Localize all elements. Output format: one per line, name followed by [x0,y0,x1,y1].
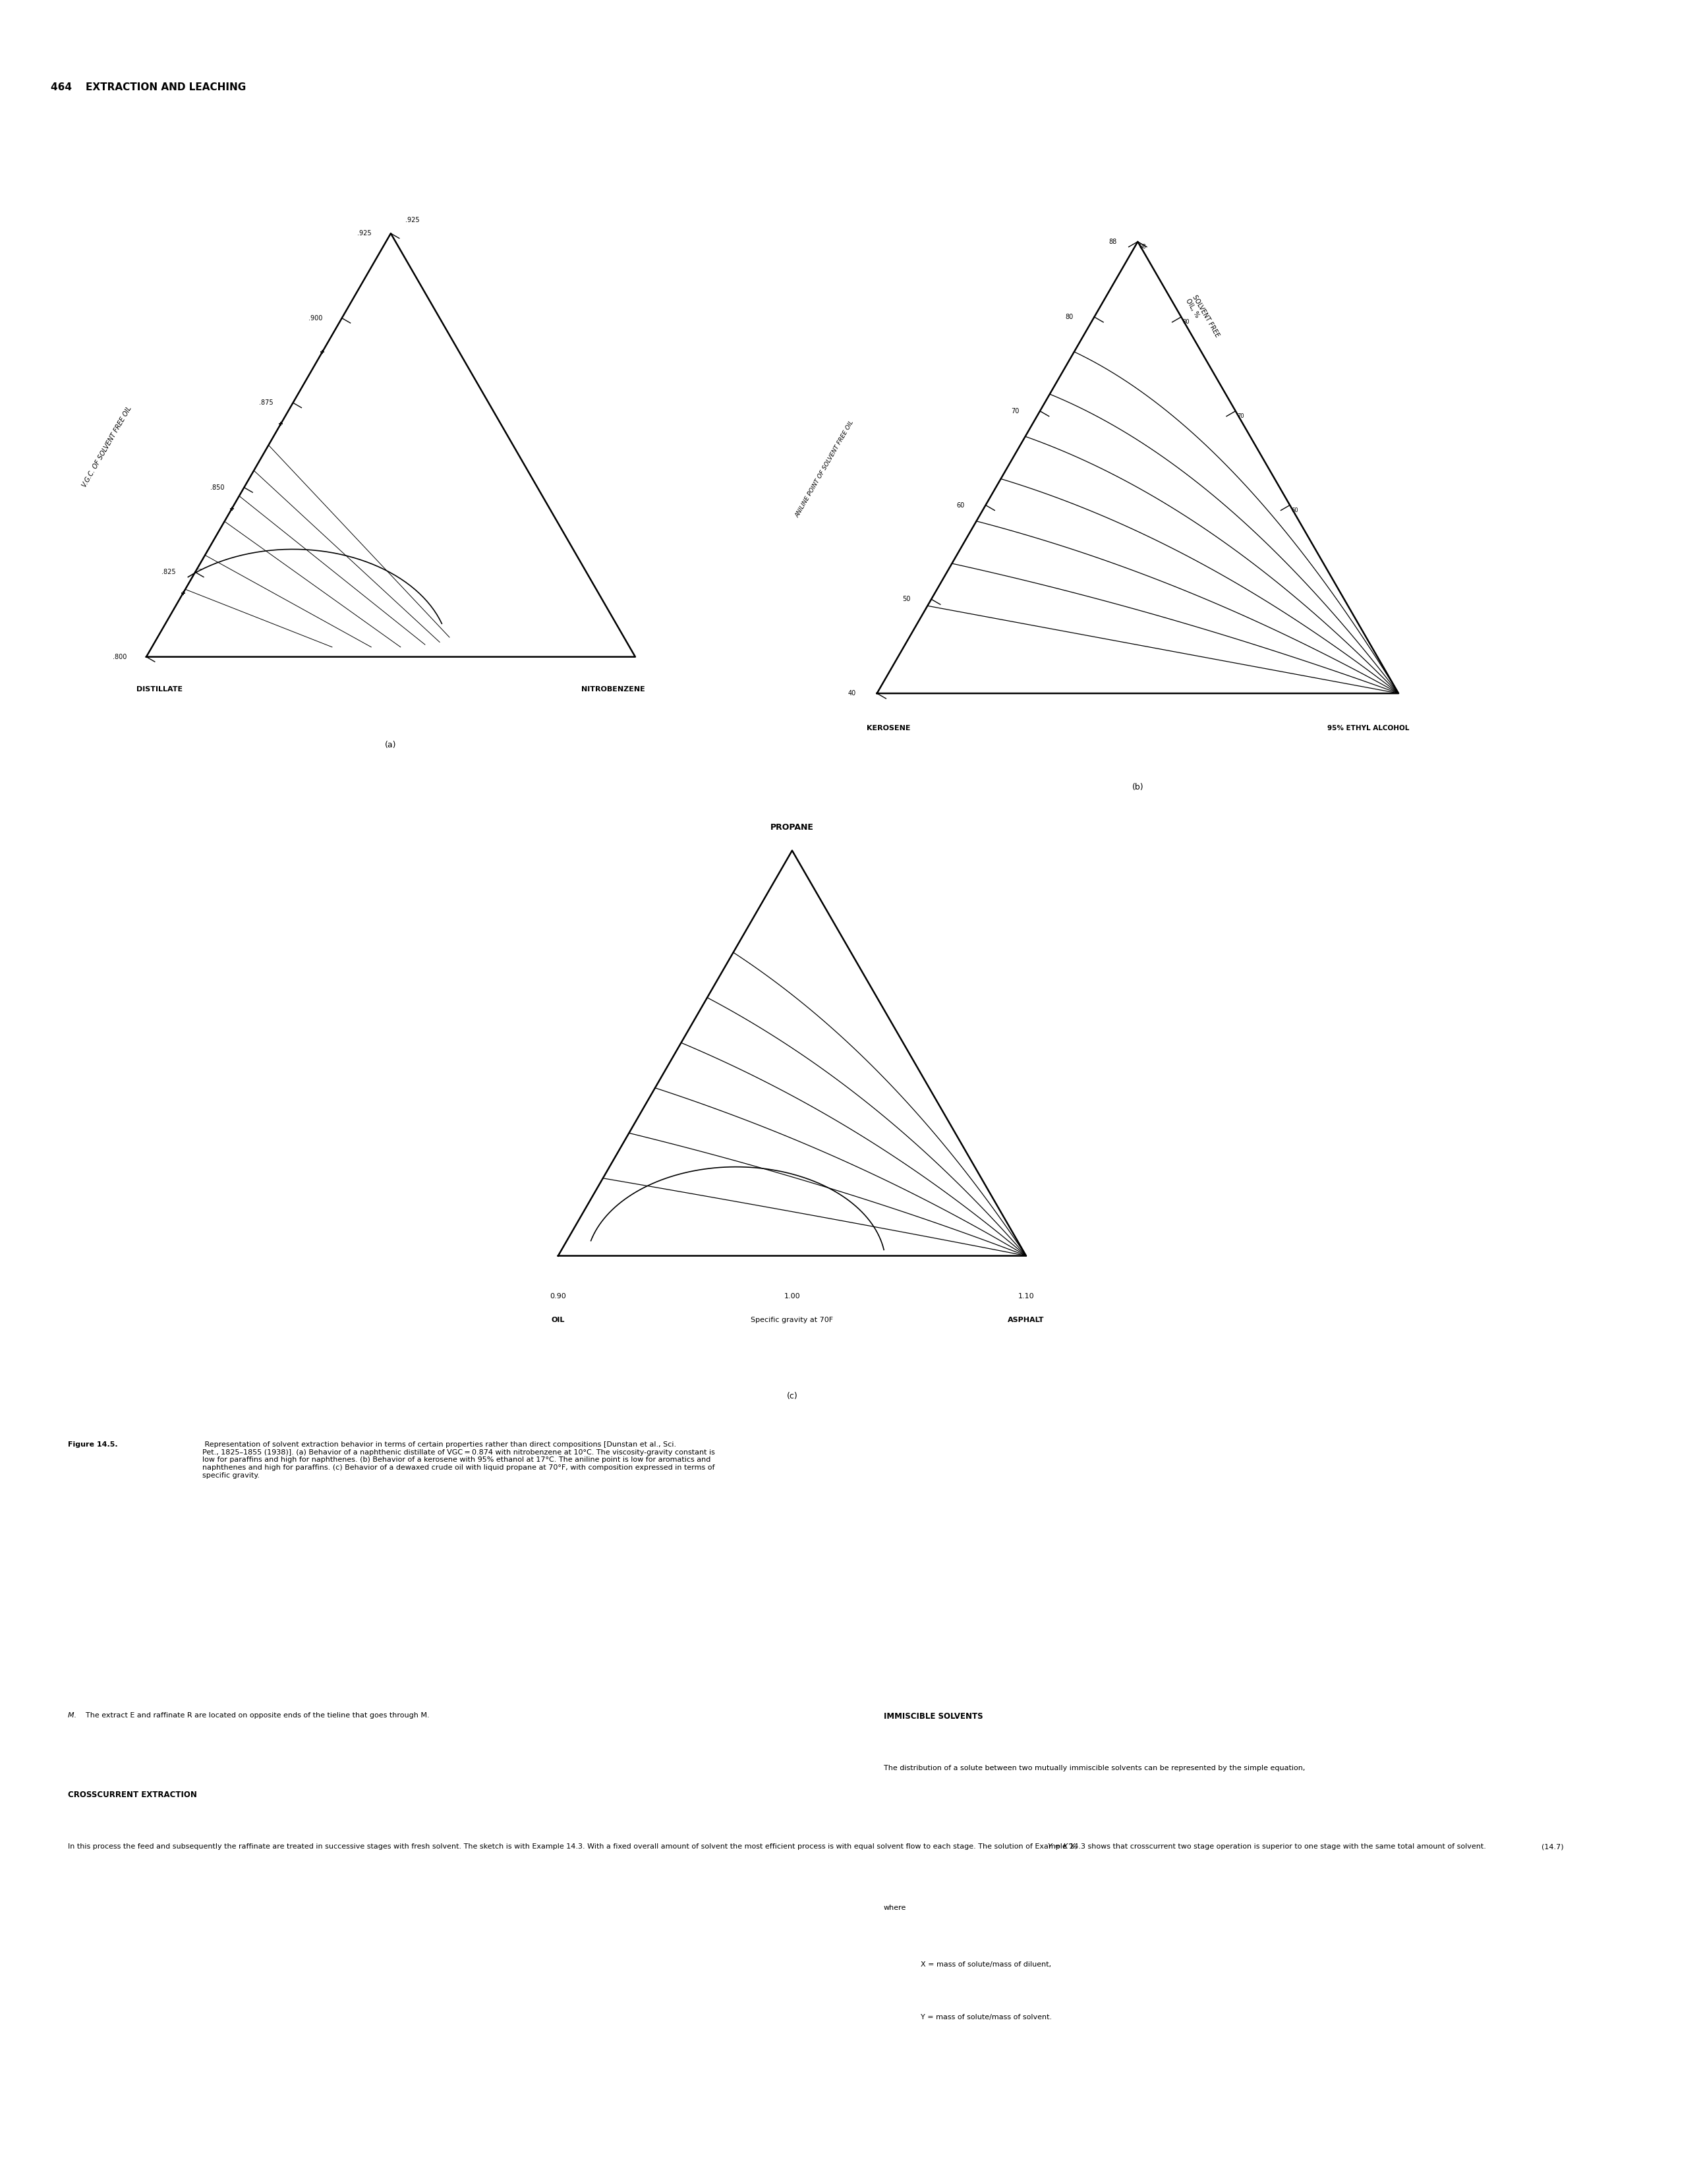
Text: ANILINE POINT OF SOLVENT FREE OIL: ANILINE POINT OF SOLVENT FREE OIL [795,419,855,518]
Text: 95% ETHYL ALCOHOL: 95% ETHYL ALCOHOL [1327,725,1408,732]
Text: Y = mass of solute/mass of solvent.: Y = mass of solute/mass of solvent. [921,2014,1052,2020]
Text: DISTILLATE: DISTILLATE [136,686,183,692]
Text: Figure 14.5.: Figure 14.5. [68,1441,117,1448]
Text: .800: .800 [112,653,127,660]
Text: 80: 80 [1065,314,1074,321]
Text: .900: .900 [308,314,323,321]
Text: (c): (c) [787,1391,797,1400]
Text: The extract E and raffinate R are located on opposite ends of the tieline that g: The extract E and raffinate R are locate… [85,1712,430,1719]
Text: .850: .850 [211,485,224,491]
Text: 1.10: 1.10 [1018,1293,1035,1299]
Text: SOLVENT FREE
OIL, %: SOLVENT FREE OIL, % [1184,295,1220,343]
Text: 60: 60 [1291,507,1298,513]
Text: Y = K’X,: Y = K’X, [1048,1843,1077,1850]
Text: KEROSENE: KEROSENE [866,725,911,732]
Text: 0.90: 0.90 [550,1293,566,1299]
Text: .875: .875 [260,400,274,406]
Text: OIL: OIL [552,1317,564,1324]
Text: CROSSCURRENT EXTRACTION: CROSSCURRENT EXTRACTION [68,1791,197,1800]
Text: .925: .925 [406,216,420,223]
Text: ASPHALT: ASPHALT [1008,1317,1045,1324]
Text: .825: .825 [161,568,175,574]
Text: PROPANE: PROPANE [770,823,814,832]
Text: Specific gravity at 70F: Specific gravity at 70F [751,1317,833,1324]
Text: M.: M. [68,1712,78,1719]
Text: .925: .925 [357,229,370,236]
Text: where: where [883,1904,906,1911]
Text: 88: 88 [1138,245,1147,249]
Text: In this process the feed and subsequently the raffinate are treated in successiv: In this process the feed and subsequentl… [68,1843,1487,1850]
Text: 50: 50 [902,596,911,603]
Text: (14.7): (14.7) [1541,1843,1563,1850]
Text: (b): (b) [1132,782,1143,791]
Text: NITROBENZENE: NITROBENZENE [581,686,646,692]
Text: X = mass of solute/mass of diluent,: X = mass of solute/mass of diluent, [921,1961,1052,1968]
Text: 60: 60 [957,502,965,509]
Text: (a): (a) [386,740,396,749]
Text: 70: 70 [1237,413,1244,419]
Text: V.G.C. OF SOLVENT FREE OIL: V.G.C. OF SOLVENT FREE OIL [82,404,133,489]
Text: Representation of solvent extraction behavior in terms of certain properties rat: Representation of solvent extraction beh… [202,1441,715,1479]
Text: 1.00: 1.00 [783,1293,800,1299]
Text: 40: 40 [848,690,856,697]
Text: 88: 88 [1109,238,1116,245]
Text: 70: 70 [1011,408,1019,415]
Text: 464    EXTRACTION AND LEACHING: 464 EXTRACTION AND LEACHING [51,83,246,92]
Text: The distribution of a solute between two mutually immiscible solvents can be rep: The distribution of a solute between two… [883,1765,1305,1771]
Text: IMMISCIBLE SOLVENTS: IMMISCIBLE SOLVENTS [883,1712,982,1721]
Text: 80: 80 [1183,319,1189,325]
